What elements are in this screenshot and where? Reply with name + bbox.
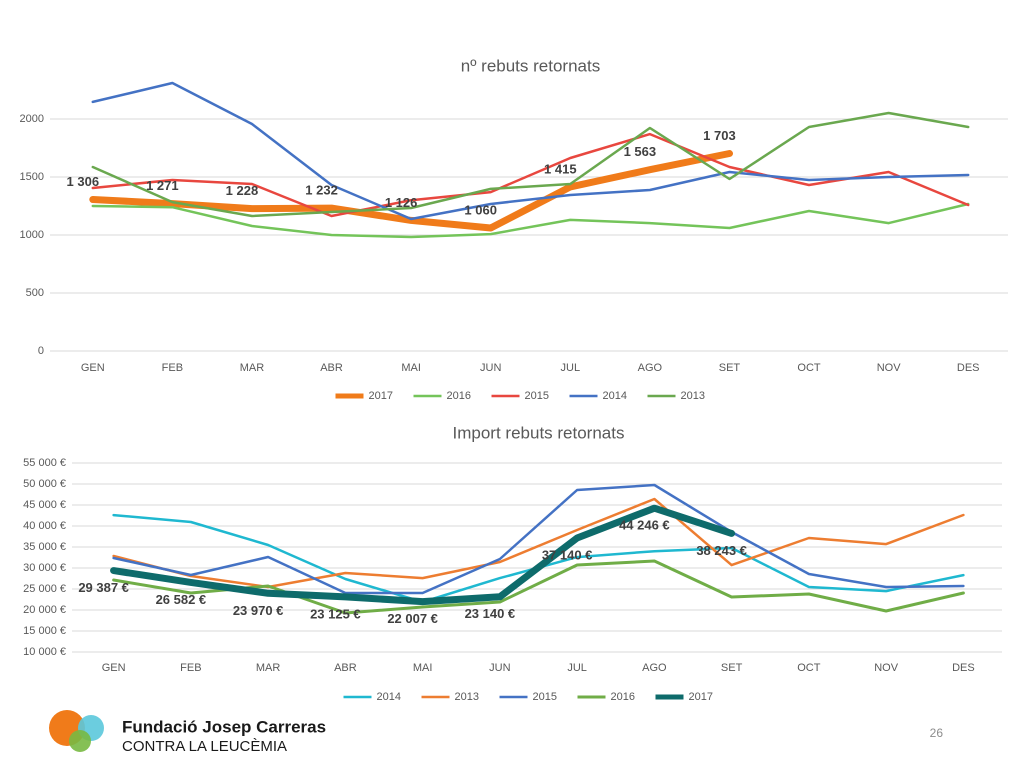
data-label: 22 007 € — [387, 611, 438, 626]
x-tick-label: MAR — [256, 662, 281, 674]
y-tick-label: 30 000 € — [23, 562, 66, 574]
data-label: 23 125 € — [310, 606, 361, 621]
x-tick-label: FEB — [180, 662, 201, 674]
y-tick-label: 50 000 € — [23, 478, 66, 490]
x-tick-label: SET — [719, 362, 741, 374]
y-tick-label: 40 000 € — [23, 520, 66, 532]
data-label: 26 582 € — [156, 592, 207, 607]
data-label: 1 703 — [703, 128, 736, 143]
x-tick-label: OCT — [797, 362, 821, 374]
y-tick-label: 55 000 € — [23, 457, 66, 469]
data-label: 1 126 — [385, 195, 418, 210]
legend-label: 2017 — [369, 390, 393, 402]
series-line — [91, 111, 970, 218]
chart-title: Import rebuts retornats — [453, 423, 625, 442]
series-line — [112, 483, 965, 595]
legend-label: 2015 — [533, 691, 557, 703]
data-label: 1 232 — [305, 183, 338, 198]
x-tick-label: MAR — [240, 362, 265, 374]
page-number: 26 — [930, 726, 944, 740]
x-tick-label: GEN — [102, 662, 126, 674]
x-tick-label: JUN — [480, 362, 501, 374]
data-label: 1 228 — [226, 183, 259, 198]
data-label: 29 387 € — [78, 580, 129, 595]
data-label: 23 970 € — [233, 603, 284, 618]
x-tick-label: FEB — [162, 362, 183, 374]
data-label: 1 563 — [624, 144, 657, 159]
y-tick-label: 2000 — [20, 113, 44, 125]
series-line — [91, 132, 970, 218]
x-tick-label: DES — [952, 662, 975, 674]
y-tick-label: 10 000 € — [23, 646, 66, 658]
x-tick-label: ABR — [320, 362, 343, 374]
legend-label: 2016 — [611, 691, 635, 703]
data-label: 23 140 € — [465, 606, 516, 621]
x-tick-label: MAI — [413, 662, 433, 674]
legend-label: 2013 — [455, 691, 479, 703]
data-label: 1 415 — [544, 161, 577, 176]
x-tick-label: DES — [957, 362, 980, 374]
y-tick-label: 0 — [38, 345, 44, 357]
legend-label: 2017 — [689, 691, 713, 703]
x-tick-label: JUL — [567, 662, 587, 674]
chart-title: nº rebuts retornats — [461, 56, 600, 75]
series-line — [112, 559, 965, 615]
x-tick-label: ABR — [334, 662, 357, 674]
x-tick-label: JUN — [489, 662, 510, 674]
x-tick-label: NOV — [877, 362, 902, 374]
y-tick-label: 15 000 € — [23, 625, 66, 637]
data-label: 1 271 — [146, 178, 179, 193]
x-tick-label: JUL — [561, 362, 581, 374]
y-tick-label: 35 000 € — [23, 541, 66, 553]
data-label: 38 243 € — [696, 543, 747, 558]
data-label: 37 140 € — [542, 547, 593, 562]
x-tick-label: OCT — [797, 662, 821, 674]
series-line — [91, 202, 970, 239]
org-tagline: CONTRA LA LEUCÈMIA — [122, 738, 287, 755]
y-tick-label: 45 000 € — [23, 499, 66, 511]
data-label: 44 246 € — [619, 518, 670, 533]
org-name: Fundació Josep Carreras — [122, 717, 326, 736]
legend-label: 2015 — [525, 390, 549, 402]
y-tick-label: 25 000 € — [23, 583, 66, 595]
x-tick-label: SET — [721, 662, 743, 674]
logo-green — [69, 730, 91, 752]
data-label: 1 060 — [464, 202, 497, 217]
series-line — [91, 81, 970, 221]
x-tick-label: GEN — [81, 362, 105, 374]
y-tick-label: 1500 — [20, 171, 44, 183]
legend-label: 2013 — [681, 390, 705, 402]
y-tick-label: 20 000 € — [23, 604, 66, 616]
y-tick-label: 500 — [26, 287, 44, 299]
y-tick-label: 1000 — [20, 229, 44, 241]
data-label: 1 306 — [67, 174, 100, 189]
series-line — [110, 504, 736, 606]
legend-label: 2016 — [447, 390, 471, 402]
series-line — [89, 150, 733, 232]
x-tick-label: NOV — [874, 662, 899, 674]
x-tick-label: AGO — [642, 662, 667, 674]
legend-label: 2014 — [377, 691, 401, 703]
legend-label: 2014 — [603, 390, 627, 402]
x-tick-label: AGO — [638, 362, 663, 374]
series-line — [112, 497, 965, 589]
x-tick-label: MAI — [401, 362, 421, 374]
